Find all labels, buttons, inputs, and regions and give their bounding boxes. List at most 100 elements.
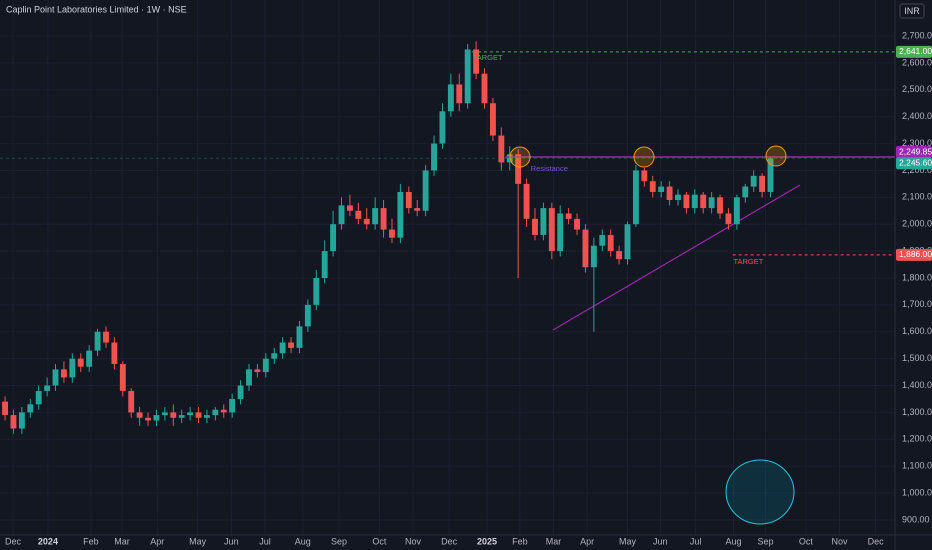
candle-body (666, 186, 673, 201)
x-tick-label: Jun (653, 536, 668, 546)
grid (0, 0, 895, 535)
candle-body (742, 186, 749, 198)
price-label-bg (896, 146, 932, 159)
candle-body (464, 49, 471, 104)
candle-body (574, 218, 580, 230)
x-tick-label: Nov (405, 536, 422, 546)
x-tick-label: Jul (690, 536, 702, 546)
candle-body (557, 213, 564, 252)
candle-body (119, 364, 126, 391)
currency: INR (904, 6, 920, 16)
x-tick-label: Feb (512, 536, 528, 546)
candle-body (279, 342, 286, 354)
price-label: 1,886.00 (899, 249, 932, 259)
x-tick-label: Mar (114, 536, 130, 546)
candle-body (145, 417, 151, 421)
y-tick-label: 2,200.00 (902, 165, 932, 175)
x-tick-label: Aug (295, 536, 311, 546)
candle-body (330, 224, 337, 252)
candle-body (632, 170, 639, 225)
candle-body (683, 194, 690, 209)
x-tick-label: Apr (150, 536, 164, 546)
candle-body (733, 197, 740, 225)
candle-body (641, 170, 648, 182)
candle-body (195, 412, 202, 418)
candle-body (582, 229, 589, 268)
x-tick-label: Apr (580, 536, 594, 546)
candle-body (346, 205, 353, 211)
candle-body (86, 350, 93, 367)
candle-body (414, 208, 421, 211)
x-tick-label: Feb (83, 536, 99, 546)
x-tick-label: Nov (831, 536, 848, 546)
candle-body (473, 49, 480, 74)
annotation: TARGET (733, 257, 763, 266)
price-label-bg (896, 157, 932, 170)
candle-body (69, 358, 76, 378)
x-tick-label: Jun (224, 536, 239, 546)
candle-body (717, 197, 723, 214)
candle-body (27, 404, 34, 413)
candle-body (607, 234, 614, 252)
x-tick-label: Aug (725, 536, 741, 546)
candle-body (725, 213, 732, 225)
candle-body (313, 277, 320, 305)
candle-body (397, 191, 404, 238)
y-tick-label: 1,100.00 (902, 461, 932, 471)
y-tick-label: 1,600.00 (902, 326, 932, 336)
candle-body (18, 412, 25, 429)
candle-body (254, 369, 261, 373)
candle-body (750, 175, 757, 187)
chart-title: Caplin Point Laboratories Limited · 1W ·… (6, 4, 187, 14)
x-tick-label: Oct (799, 536, 814, 546)
marker-circle (509, 146, 531, 168)
candle-body (44, 385, 51, 391)
y-tick-label: 1,300.00 (902, 407, 932, 417)
x-tick-label: Dec (5, 536, 22, 546)
candle-body (94, 331, 101, 351)
price-label-bg (896, 45, 932, 58)
candle-body (708, 197, 715, 209)
candle-body (439, 111, 446, 144)
candle-body (128, 390, 135, 413)
y-tick-label: 2,000.00 (902, 219, 932, 229)
y-tick-label: 2,700.00 (902, 30, 932, 40)
price-label: 2,249.85 (899, 146, 932, 156)
y-tick-label: 2,400.00 (902, 111, 932, 121)
candle-body (532, 218, 538, 235)
candle-body (363, 218, 370, 225)
candle-body (52, 369, 59, 386)
marker-circle (765, 145, 787, 167)
candle-body (10, 415, 17, 429)
candle-body (481, 73, 488, 104)
y-tick-label: 900.00 (902, 514, 930, 524)
candle-body (767, 158, 774, 192)
candle-body (237, 385, 244, 399)
y-tick-label: 2,600.00 (902, 57, 932, 67)
candle-body (498, 135, 505, 163)
y-tick-label: 1,000.00 (902, 487, 932, 497)
annotation: Resistance (531, 164, 568, 173)
x-tick-label: Sep (757, 536, 773, 546)
candle-body (599, 234, 606, 246)
candle-body (321, 251, 328, 278)
highlight-circle (725, 459, 795, 525)
candle-body (691, 194, 698, 209)
candle-body (515, 154, 522, 184)
candle-body (447, 84, 454, 112)
y-tick-label: 1,800.00 (902, 272, 932, 282)
candle-body (229, 398, 236, 413)
candle-body (372, 208, 379, 225)
candle-body (700, 194, 707, 209)
candle-body (111, 342, 118, 365)
x-tick-label: 2024 (38, 536, 58, 546)
candle-body (431, 143, 437, 171)
candle-body (675, 194, 681, 201)
candle-body (60, 369, 67, 378)
candle-body (489, 103, 496, 136)
candle-body (136, 412, 143, 418)
candle-body (187, 412, 194, 416)
y-tick-label: 2,100.00 (902, 192, 932, 202)
candle-body (456, 84, 463, 104)
candle-body (389, 229, 395, 238)
